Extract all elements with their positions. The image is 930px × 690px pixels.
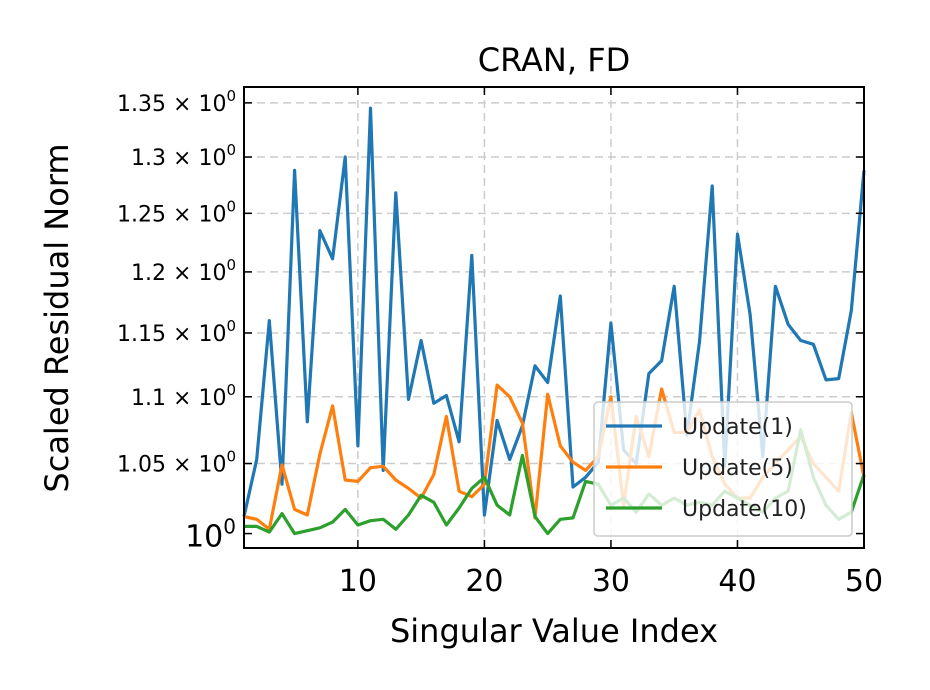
y-tick-label: 1.05 × 100 bbox=[117, 448, 236, 478]
x-tick-label: 10 bbox=[339, 564, 377, 599]
y-tick-label: 1.35 × 100 bbox=[117, 87, 236, 117]
legend-label: Update(5) bbox=[682, 456, 793, 481]
x-tick-label: 30 bbox=[592, 564, 630, 599]
plot-frame bbox=[243, 86, 865, 549]
x-axis-ticks: 10 20 30 40 50 bbox=[339, 87, 883, 599]
y-tick-label: 1.2 × 100 bbox=[131, 256, 236, 286]
x-tick-label: 40 bbox=[718, 564, 756, 599]
legend-label: Update(10) bbox=[682, 497, 807, 522]
y-tick-label: 1.15 × 100 bbox=[117, 317, 236, 347]
x-tick-label: 50 bbox=[845, 564, 883, 599]
legend-box bbox=[593, 401, 853, 537]
y-tick-label: 1.3 × 100 bbox=[131, 141, 236, 171]
legend-label: Update(1) bbox=[682, 415, 793, 440]
x-tick-label: 20 bbox=[465, 564, 503, 599]
y-tick-label: 1.1 × 100 bbox=[131, 381, 236, 411]
chart-title: CRAN, FD bbox=[478, 41, 631, 79]
axes-layer bbox=[243, 86, 865, 549]
y-tick-label: 1.25 × 100 bbox=[117, 197, 236, 227]
x-axis-label: Singular Value Index bbox=[390, 612, 718, 650]
legend: Update(1) Update(5) Update(10) bbox=[593, 401, 853, 537]
y-axis-label: Scaled Residual Norm bbox=[38, 143, 76, 492]
y-axis-ticks: 100 1.05 × 100 1.1 × 100 1.15 × 100 1.2 × 10… bbox=[117, 87, 864, 555]
y-tick-label: 100 bbox=[185, 515, 236, 555]
